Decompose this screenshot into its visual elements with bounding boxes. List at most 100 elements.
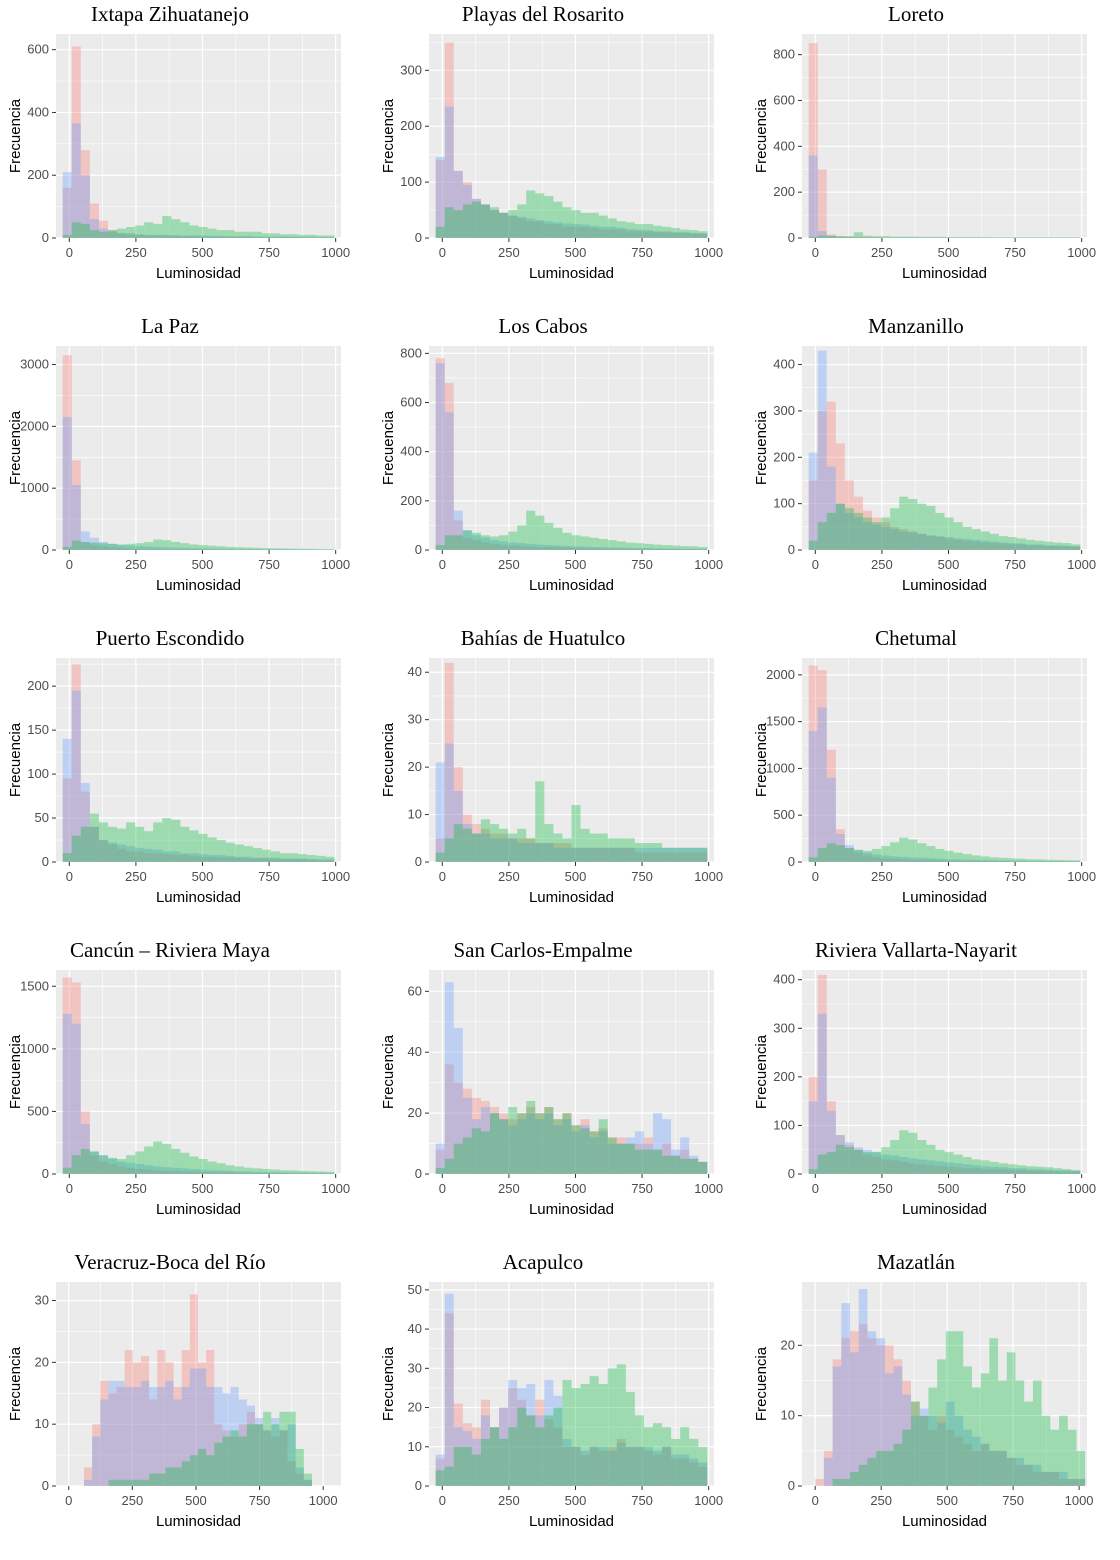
histogram-bar-series-2 [471, 532, 481, 550]
histogram-bar-series-2 [180, 826, 190, 862]
histogram-bar-series-0 [444, 382, 454, 550]
histogram-bar-series-1 [135, 234, 145, 238]
histogram-bar-series-1 [207, 1170, 217, 1174]
histogram-bar-series-0 [444, 1313, 454, 1486]
histogram-bar-series-2 [316, 549, 326, 550]
histogram-bar-series-0 [926, 860, 936, 862]
histogram-bar-series-2 [1062, 860, 1072, 862]
histogram-bar-series-0 [553, 1119, 563, 1174]
plot-background [802, 658, 1087, 862]
histogram-bar-series-1 [589, 1137, 599, 1174]
histogram-bar-series-0 [508, 1387, 518, 1486]
histogram-bar-series-2 [453, 210, 463, 238]
histogram-bar-series-0 [535, 547, 545, 550]
histogram-bar-series-2 [1032, 1380, 1042, 1486]
histogram-bar-series-0 [872, 857, 882, 862]
histogram-bar-series-1 [453, 1427, 463, 1486]
histogram-bar-series-2 [553, 201, 563, 238]
histogram-bar-series-0 [844, 847, 854, 862]
histogram-bar-series-2 [698, 231, 708, 238]
histogram-bar-series-2 [598, 215, 608, 238]
chart-panel-13: Acapulco 0 10 20 30 40 50 0 250 500 750 1000 Luminos… [373, 1248, 746, 1560]
histogram-bar-series-0 [453, 1403, 463, 1486]
histogram-bar-series-0 [858, 1324, 868, 1486]
histogram-bar-series-1 [917, 533, 927, 550]
histogram-bar-series-2 [908, 839, 918, 862]
histogram-bar-series-1 [989, 1166, 999, 1174]
histogram-bar-series-2 [817, 522, 827, 550]
histogram-bar-series-0 [499, 1407, 509, 1486]
histogram-bar-series-2 [844, 847, 854, 862]
histogram-bar-series-1 [571, 847, 581, 862]
histogram-bar-series-2 [453, 1446, 463, 1486]
histogram-bar-series-1 [222, 1393, 231, 1486]
histogram-bar-series-0 [989, 1169, 999, 1174]
histogram-bar-series-0 [124, 1350, 133, 1486]
histogram-bar-series-1 [1016, 543, 1027, 550]
histogram-bar-series-1 [1035, 544, 1045, 550]
histogram-bar-series-1 [462, 530, 472, 550]
histogram-bar-series-2 [935, 1149, 945, 1174]
histogram-bar-series-0 [462, 1423, 472, 1486]
x-tick-label: 750 [1004, 869, 1026, 884]
histogram-bar-series-0 [826, 1101, 836, 1174]
histogram-bar-series-0 [261, 1172, 271, 1174]
histogram-bar-series-2 [144, 1146, 154, 1174]
histogram-bar-series-2 [116, 828, 127, 862]
histogram-bar-series-2 [508, 1427, 518, 1486]
histogram-bar-series-1 [1044, 1169, 1054, 1174]
histogram-bar-series-1 [680, 1137, 690, 1174]
histogram-bar-series-2 [316, 1171, 326, 1174]
histogram-bar-series-1 [598, 226, 608, 238]
histogram-bar-series-1 [928, 1415, 938, 1486]
histogram-bar-series-1 [607, 226, 617, 238]
y-tick-label: 600 [400, 395, 422, 410]
histogram-bar-series-1 [62, 1013, 72, 1174]
histogram-bar-series-0 [1053, 546, 1063, 550]
histogram-bar-series-1 [89, 219, 99, 238]
y-tick-label: 400 [773, 138, 795, 153]
histogram-bar-series-2 [280, 1170, 290, 1174]
histogram-bar-series-1 [835, 503, 845, 550]
histogram-bar-series-1 [252, 857, 262, 862]
histogram-bar-series-0 [634, 1143, 644, 1174]
histogram-bar-series-2 [817, 1154, 827, 1174]
histogram-bar-series-1 [444, 1293, 454, 1486]
histogram-bar-series-2 [261, 548, 271, 550]
histogram-bar-series-2 [107, 543, 117, 550]
histogram-bar-series-2 [471, 1454, 481, 1486]
histogram-bar-series-2 [225, 230, 235, 238]
histogram-bar-series-2 [571, 210, 581, 238]
chart-panel-9: Cancún – Riviera Maya 0 500 1000 1500 0 250 500… [0, 936, 373, 1248]
x-tick-label: 250 [498, 1181, 520, 1196]
histogram-bar-series-1 [189, 853, 199, 862]
histogram-bar-series-1 [1024, 1464, 1033, 1486]
histogram-bar-series-2 [971, 237, 981, 238]
histogram-bar-series-0 [890, 858, 900, 862]
y-tick-label: 0 [42, 1166, 49, 1181]
y-axis-title: Frecuencia [7, 1034, 24, 1109]
y-tick-label: 60 [408, 983, 422, 998]
histogram-bar-series-1 [553, 222, 563, 238]
histogram-bar-series-1 [225, 1170, 235, 1174]
y-tick-label: 400 [400, 444, 422, 459]
histogram-bar-series-2 [189, 225, 199, 238]
histogram-bar-series-1 [653, 231, 663, 238]
histogram-bar-series-2 [234, 1166, 244, 1174]
histogram-bar-series-0 [135, 234, 145, 238]
histogram-bar-series-2 [917, 503, 927, 550]
plot-background [429, 970, 714, 1174]
histogram-bar-series-0 [1007, 544, 1017, 550]
histogram-bar-series-2 [835, 1144, 845, 1174]
histogram-bar-series-2 [808, 236, 818, 238]
histogram-bar-series-0 [962, 1168, 972, 1174]
histogram-bar-series-2 [171, 819, 181, 862]
histogram-bar-series-1 [261, 857, 271, 862]
histogram-bar-series-2 [616, 541, 626, 550]
histogram-bar-series-0 [607, 548, 617, 550]
histogram-bar-series-0 [499, 212, 509, 238]
y-axis-title: Frecuencia [380, 410, 397, 485]
histogram-bar-series-1 [124, 1387, 133, 1486]
histogram-bar-series-2 [132, 1479, 141, 1486]
histogram-bar-series-1 [108, 1380, 117, 1486]
